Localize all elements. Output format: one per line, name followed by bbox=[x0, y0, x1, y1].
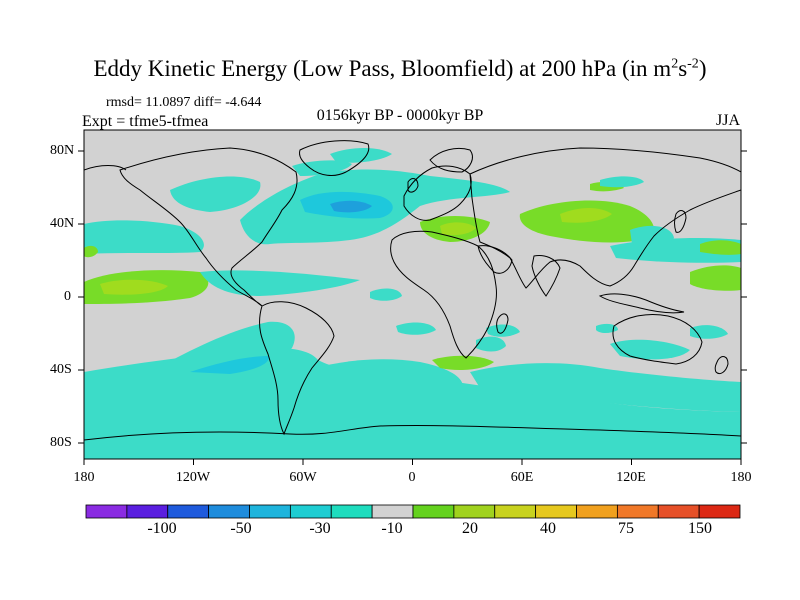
coast-africa bbox=[390, 230, 497, 359]
coast-japan bbox=[674, 210, 687, 233]
coast-scandinavia bbox=[429, 147, 473, 173]
lat-label-80n: 80N bbox=[50, 143, 75, 158]
colorbar-box bbox=[289, 504, 332, 519]
lon-label-120w: 120W bbox=[175, 470, 211, 485]
contour-north-pacific bbox=[84, 220, 204, 254]
experiment-label: Expt = tfme5-tfmea bbox=[82, 113, 209, 130]
coast-arabia bbox=[477, 245, 513, 274]
colorbar-label: 20 bbox=[462, 520, 478, 537]
colorbar-box bbox=[208, 504, 250, 519]
contour-central-pacific-pos bbox=[690, 265, 741, 291]
lon-label-0: 0 bbox=[408, 470, 416, 485]
coast-india bbox=[531, 255, 561, 297]
contour-labrador bbox=[292, 160, 352, 176]
lat-label-80s: 80S bbox=[50, 435, 72, 450]
coast-europe bbox=[403, 165, 472, 221]
colorbar-box bbox=[657, 504, 700, 519]
coast-alaska bbox=[84, 165, 127, 171]
contour-south-indian bbox=[470, 363, 741, 412]
lon-label-60e: 60E bbox=[510, 470, 534, 485]
contour-greenland bbox=[330, 148, 392, 163]
colorbar-box bbox=[412, 504, 455, 519]
lon-label-60w: 60W bbox=[289, 470, 317, 485]
contour-west-edge-pos bbox=[84, 245, 98, 258]
contour-mediterranean-core bbox=[440, 222, 476, 236]
colorbar-box bbox=[126, 504, 169, 519]
contour-east-indian bbox=[596, 323, 618, 333]
contour-tropical-atlantic bbox=[370, 288, 402, 301]
contour-indian-pos bbox=[432, 355, 494, 370]
coast-asia bbox=[469, 147, 741, 289]
map-field bbox=[84, 130, 741, 459]
contour-north-pacific-east bbox=[600, 176, 644, 188]
lat-label-40n: 40N bbox=[50, 216, 75, 231]
contour-west-pacific-band bbox=[200, 270, 360, 296]
coast-north-america bbox=[119, 147, 298, 307]
contour-date-line-pos bbox=[700, 240, 741, 255]
colorbar-label: -30 bbox=[309, 520, 331, 537]
colorbar-label: 40 bbox=[540, 520, 556, 537]
axis-ticks bbox=[78, 150, 747, 465]
contour-madagascar bbox=[476, 336, 506, 352]
coast-madagascar bbox=[496, 313, 509, 334]
coast-south-america bbox=[259, 301, 335, 436]
period-label: 0156kyr BP - 0000kyr BP bbox=[316, 107, 484, 124]
lat-label-0: 0 bbox=[64, 289, 71, 304]
colorbar-box bbox=[698, 504, 741, 519]
contour-south-africa bbox=[486, 324, 520, 337]
contour-central-asia-core bbox=[560, 208, 612, 223]
coast-indonesia bbox=[598, 293, 685, 314]
colorbar-box bbox=[616, 504, 659, 519]
coast-australia bbox=[612, 313, 703, 365]
colorbar-box bbox=[167, 504, 210, 519]
lon-label-180w: 180 bbox=[73, 470, 95, 485]
lon-label-120e: 120E bbox=[616, 470, 646, 485]
chart-title: Eddy Kinetic Energy (Low Pass, Bloomfiel… bbox=[93, 56, 707, 81]
colorbar-box bbox=[494, 504, 537, 519]
colorbar bbox=[85, 504, 741, 519]
colorbar-label: -10 bbox=[381, 520, 403, 537]
contour-southern-ocean bbox=[84, 347, 741, 459]
colorbar-box bbox=[330, 504, 373, 519]
coastlines bbox=[84, 140, 741, 441]
coast-antarctica bbox=[84, 424, 741, 441]
contour-tasman bbox=[690, 325, 728, 339]
contour-tropical-pacific-core bbox=[100, 279, 168, 295]
colorbar-label: 150 bbox=[688, 520, 712, 537]
contour-east-asia-neg bbox=[630, 225, 674, 248]
lat-label-40s: 40S bbox=[50, 362, 72, 377]
colorbar-box bbox=[85, 504, 128, 519]
colorbar-box bbox=[576, 504, 618, 519]
contour-australia-south bbox=[610, 339, 690, 360]
colorbar-box bbox=[535, 504, 577, 519]
lon-label-180e: 180 bbox=[730, 470, 752, 485]
contour-south-atlantic bbox=[300, 359, 463, 396]
colorbar-label: -100 bbox=[147, 520, 177, 537]
colorbar-box bbox=[453, 504, 496, 519]
season-label: JJA bbox=[716, 112, 741, 129]
rmsd-diff-stats: rmsd= 11.0897 diff= -4.644 bbox=[106, 95, 262, 110]
coast-uk bbox=[407, 178, 419, 193]
contour-south-pacific-core bbox=[190, 356, 269, 374]
colorbar-box bbox=[249, 504, 291, 519]
colorbar-label: -50 bbox=[230, 520, 252, 537]
coast-new-zealand bbox=[714, 356, 729, 375]
colorbar-box bbox=[371, 504, 414, 519]
contour-north-atlantic-max bbox=[330, 200, 372, 213]
contour-south-atlantic-small bbox=[396, 322, 436, 335]
colorbar-label: 75 bbox=[618, 520, 634, 537]
contour-north-america bbox=[170, 176, 261, 212]
coast-greenland bbox=[299, 140, 370, 176]
